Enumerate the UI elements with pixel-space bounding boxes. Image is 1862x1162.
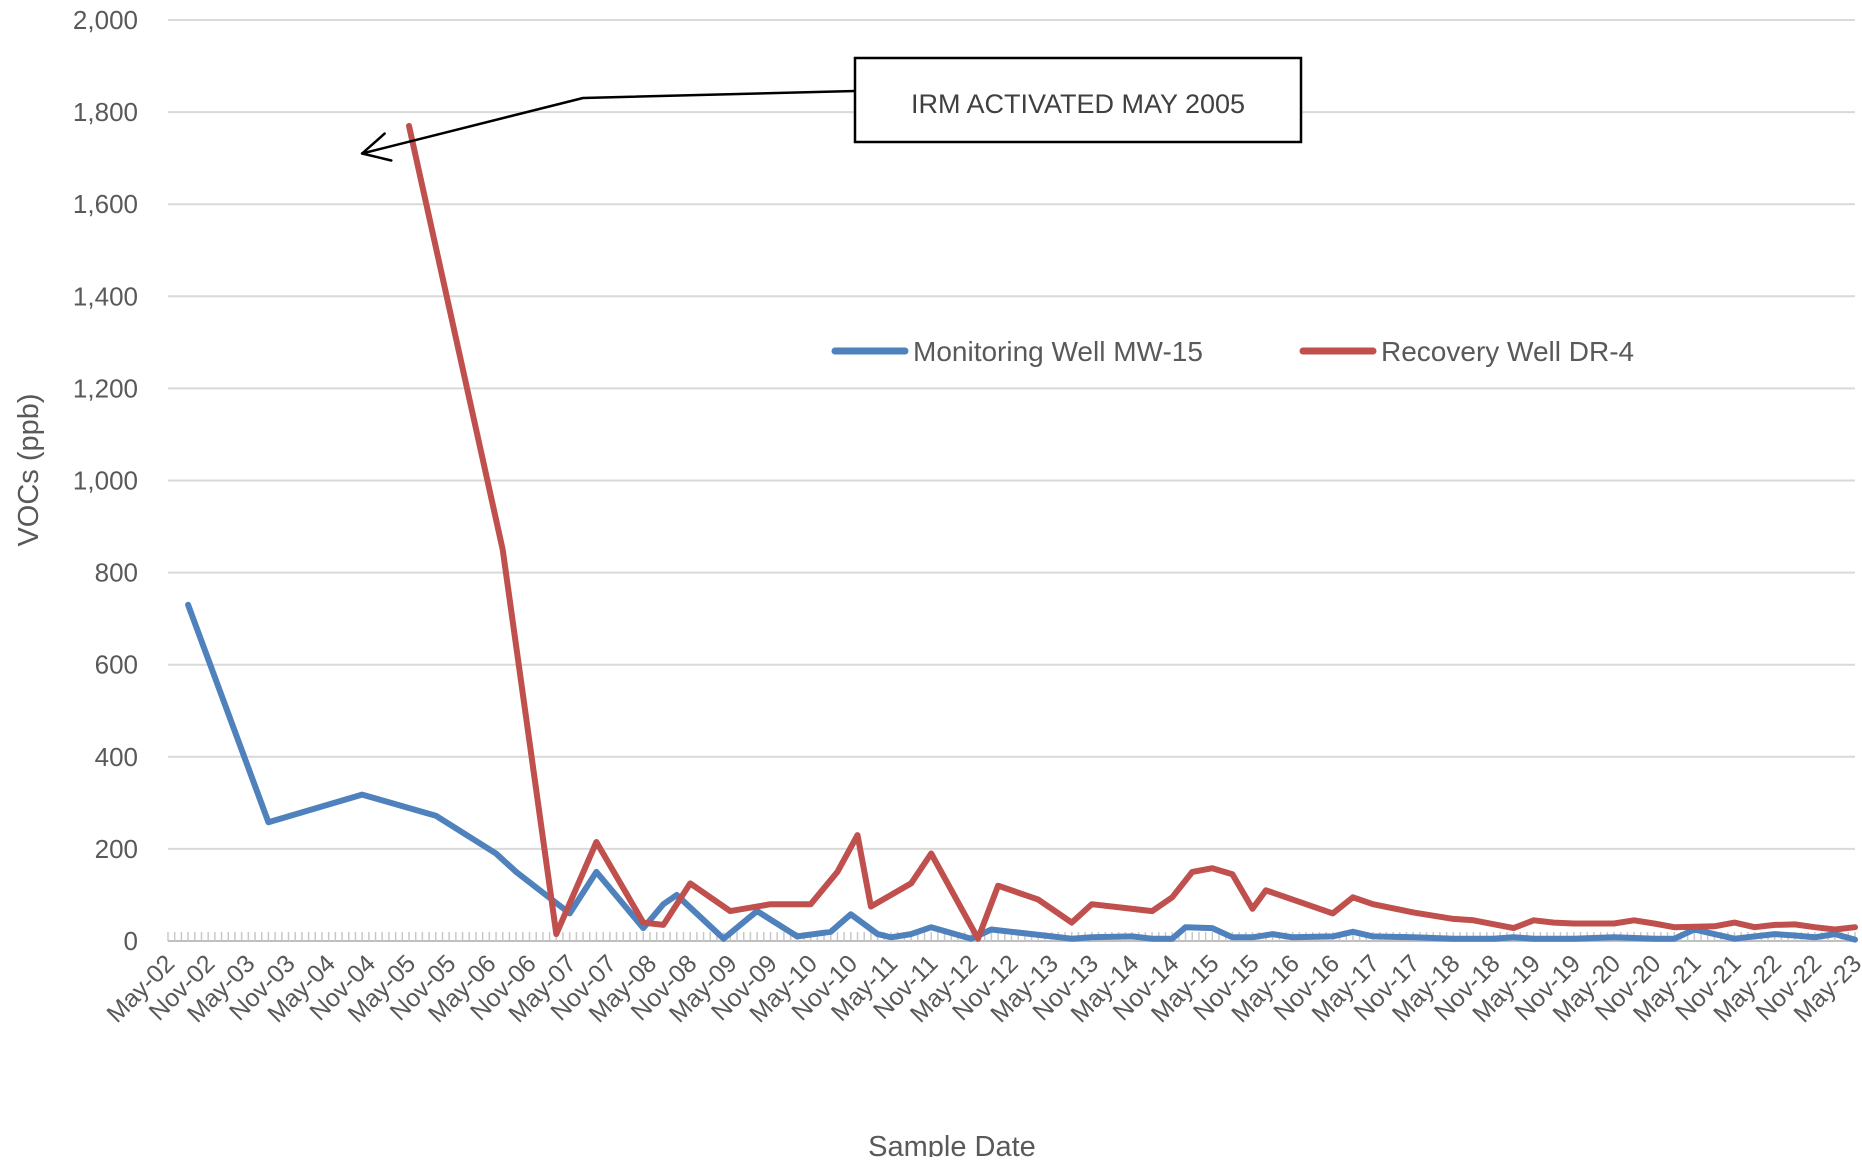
y-tick-label: 2,000	[73, 5, 138, 35]
annotation-text: IRM ACTIVATED MAY 2005	[911, 89, 1245, 119]
grid-lines	[168, 19, 1855, 850]
annotation-arrowhead	[360, 132, 393, 162]
y-tick-label: 200	[95, 834, 138, 864]
annotation: IRM ACTIVATED MAY 2005	[360, 56, 1303, 162]
y-tick-label: 1,600	[73, 189, 138, 219]
y-tick-label: 1,800	[73, 97, 138, 127]
y-axis-title: VOCs (ppb)	[13, 393, 45, 546]
legend-label-recovery-well: Recovery Well DR-4	[1381, 336, 1634, 367]
series-line-recovery-well	[406, 122, 1858, 942]
y-tick-label: 1,400	[73, 281, 138, 311]
y-tick-label: 400	[95, 742, 138, 772]
annotation-box	[853, 56, 1303, 144]
y-tick-label: 800	[95, 558, 138, 588]
y-tick-label: 1,200	[73, 373, 138, 403]
series-line-monitoring-well	[185, 601, 1858, 943]
y-tick-label: 600	[95, 650, 138, 680]
y-tick-label: 0	[124, 926, 138, 956]
y-tick-label: 1,000	[73, 466, 138, 496]
legend: Monitoring Well MW-15 Recovery Well DR-4	[831, 336, 1634, 367]
x-axis-title: Sample Date	[868, 1131, 1036, 1157]
annotation-arrow	[360, 89, 857, 155]
y-axis-ticks: 0 200 400 600 800 1,000 1,200 1,400 1,600 1,800 2,…	[73, 5, 138, 956]
series-lines	[185, 122, 1858, 943]
x-axis: May-02Nov-02May-03Nov-03May-04Nov-04May-…	[101, 932, 1862, 1028]
legend-label-monitoring-well: Monitoring Well MW-15	[913, 336, 1203, 367]
